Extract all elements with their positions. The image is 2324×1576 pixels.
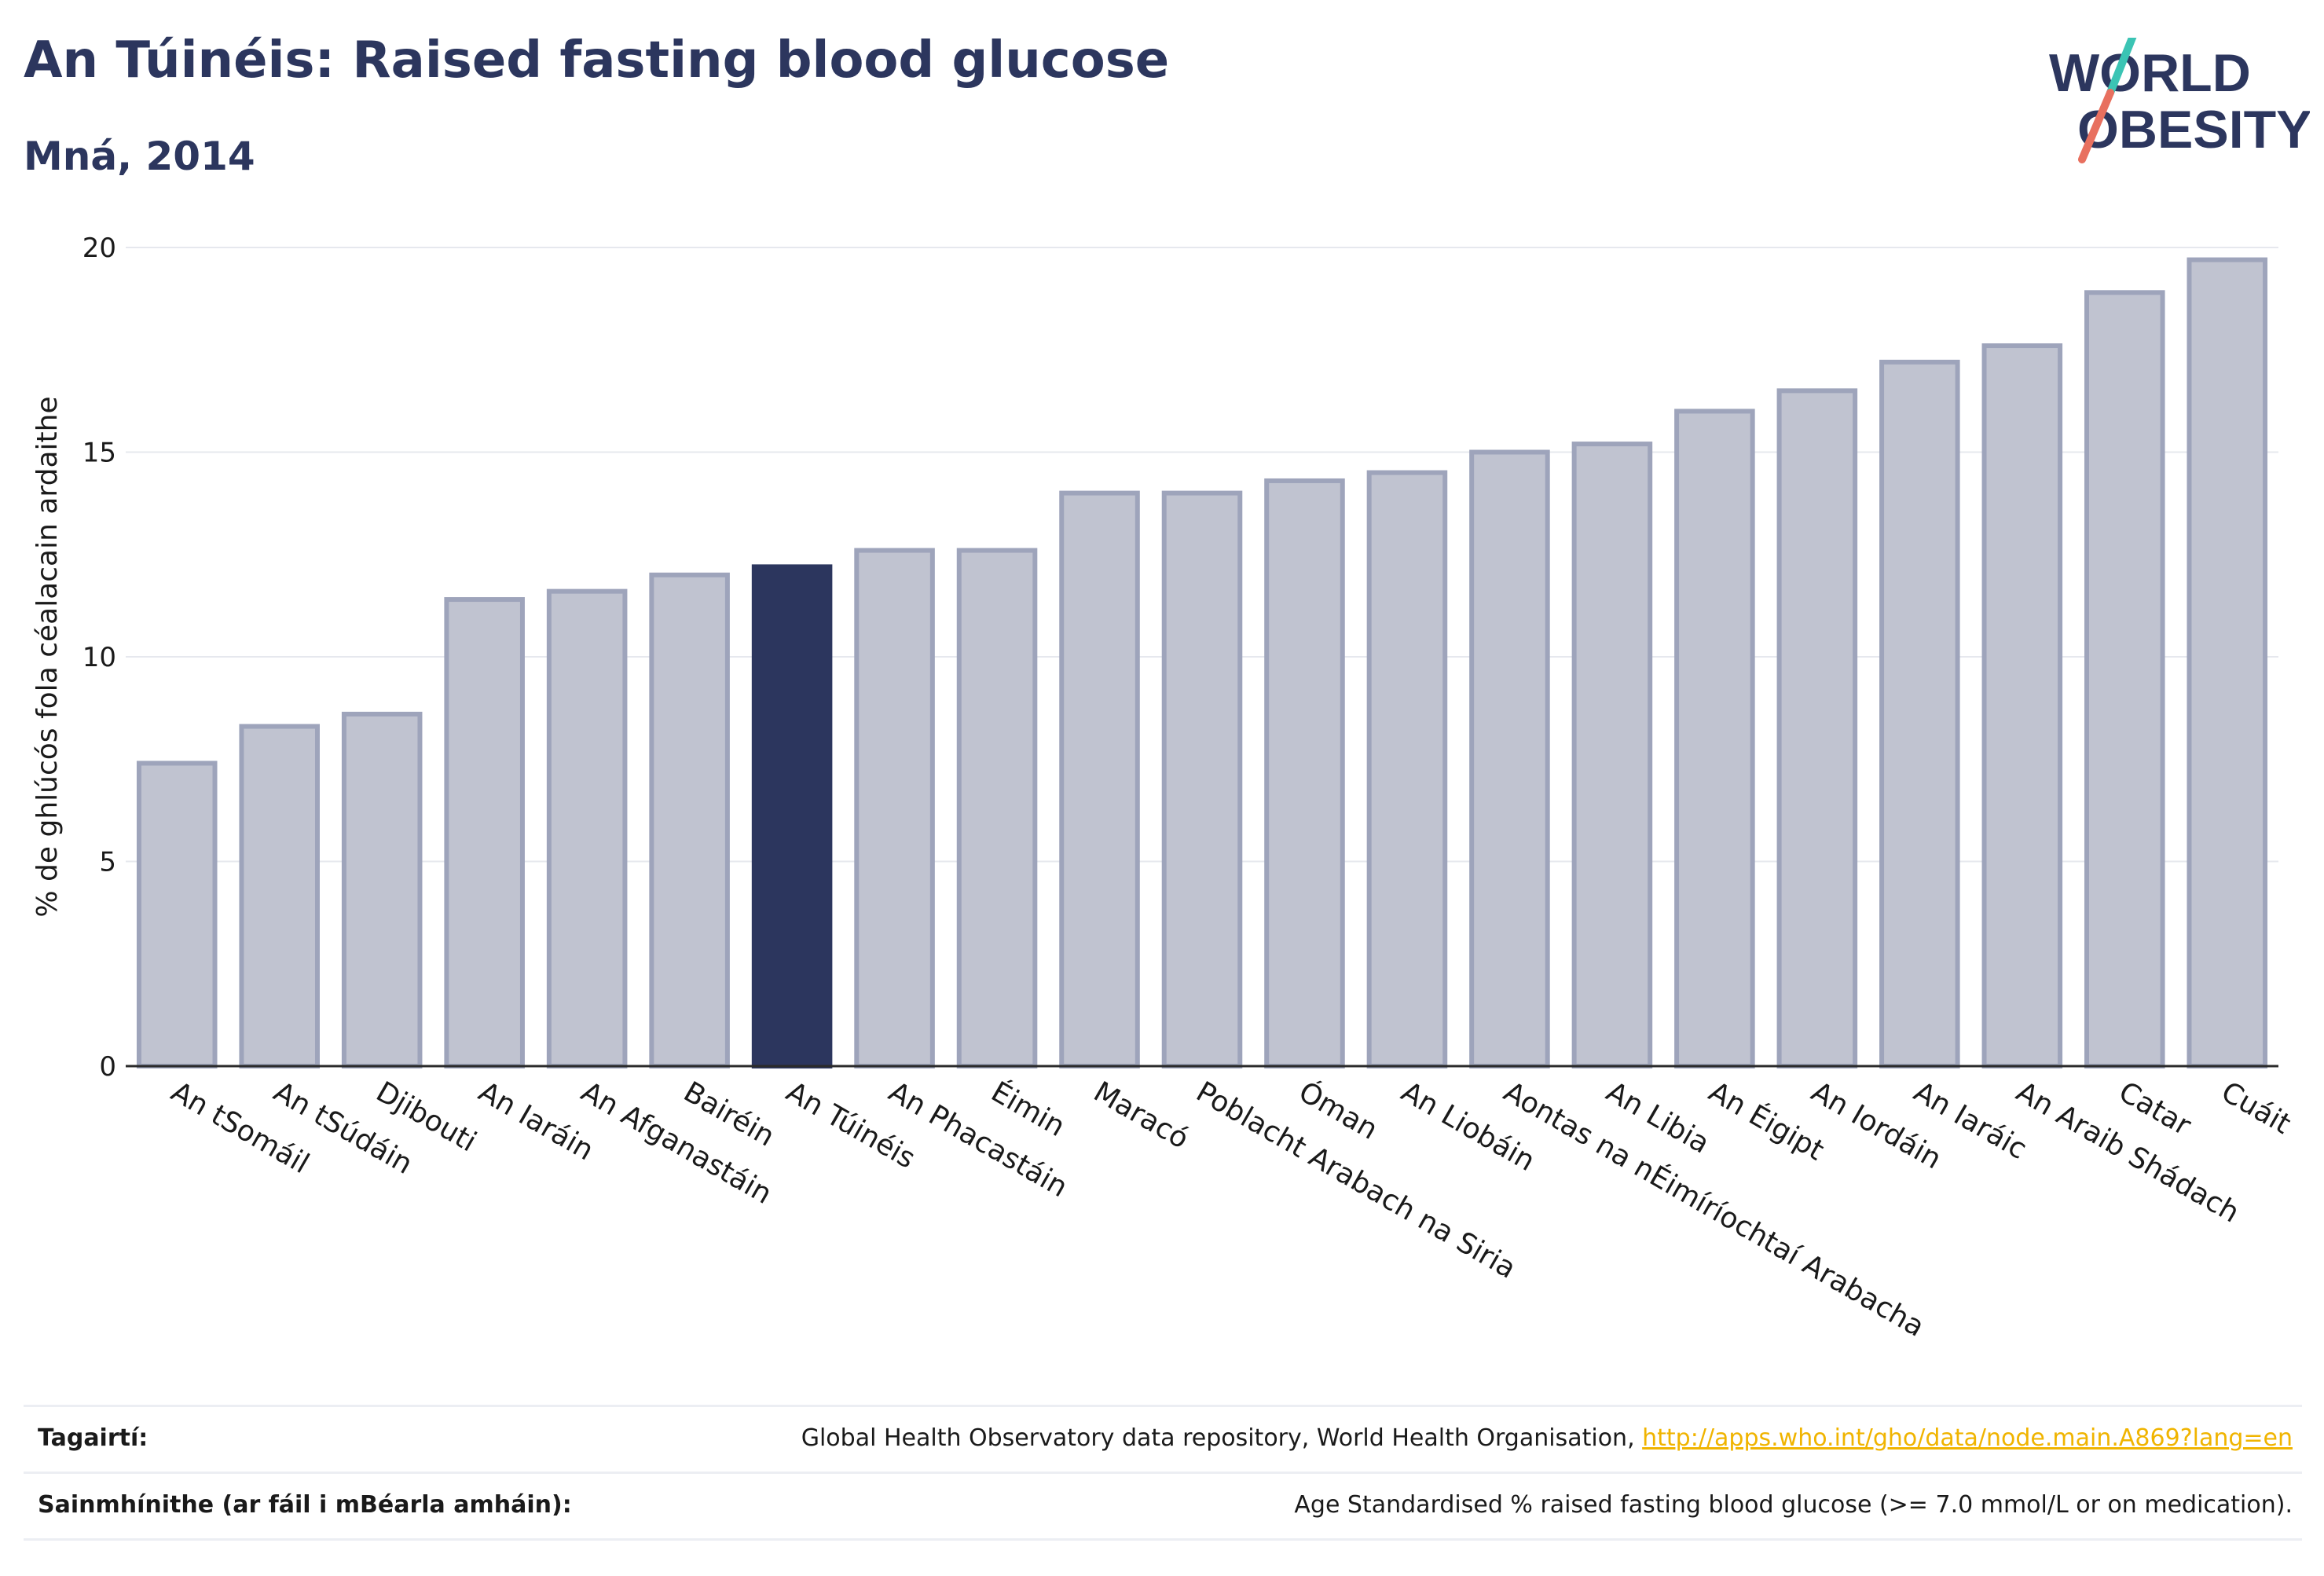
y-tick-label: 20: [82, 233, 116, 264]
bar: [1776, 388, 1858, 1069]
references-value: Global Health Observatory data repositor…: [801, 1424, 2293, 1452]
bar: [239, 724, 320, 1068]
y-tick-label: 10: [82, 642, 116, 673]
y-tick-label: 5: [99, 847, 116, 878]
bar: [1161, 490, 1243, 1068]
bar: [751, 564, 833, 1068]
bar: [1366, 470, 1448, 1068]
chart-subtitle: Mná, 2014: [24, 134, 255, 179]
bar: [546, 588, 628, 1068]
definitions-row: Sainmhínithe (ar fáil i mBéarla amháin):…: [24, 1472, 2302, 1541]
bar: [1059, 490, 1140, 1068]
bar: [2187, 257, 2268, 1068]
x-tick-label: Maracó: [1088, 1076, 1194, 1155]
references-label: Tagairtí:: [38, 1424, 148, 1452]
bar: [1469, 449, 1550, 1068]
y-tick-label: 0: [99, 1051, 116, 1083]
bar: [136, 761, 218, 1069]
bar: [444, 597, 525, 1068]
definitions-value: Age Standardised % raised fasting blood …: [1294, 1491, 2293, 1519]
bar: [1879, 359, 1960, 1068]
bar: [1981, 343, 2063, 1069]
bar: [956, 548, 1038, 1068]
bar: [2084, 290, 2165, 1068]
references-table: Tagairtí: Global Health Observatory data…: [24, 1405, 2302, 1541]
bar: [854, 548, 935, 1068]
references-row: Tagairtí: Global Health Observatory data…: [24, 1405, 2302, 1472]
bar-chart: 0 5 10 15 20 % de ghlúcós fola céalacain arda…: [31, 233, 2296, 1343]
bar: [1674, 409, 1755, 1068]
bar: [649, 572, 730, 1068]
logo-slash-coral: [2078, 89, 2114, 163]
bar: [341, 711, 423, 1068]
logo-slash-teal: [2106, 38, 2137, 97]
chart-title: An Túinéis: Raised fasting blood glucose: [24, 31, 1170, 90]
bar: [1571, 442, 1653, 1068]
references-text: Global Health Observatory data repositor…: [801, 1424, 1643, 1452]
x-tick-label: An Éigipt: [1703, 1075, 1830, 1167]
y-tick-label: 15: [82, 438, 116, 469]
world-obesity-logo: WORLD OBESITY: [2049, 38, 2310, 163]
x-tick-label: Cuáit: [2216, 1076, 2296, 1141]
references-link[interactable]: http://apps.who.int/gho/data/node.main.A…: [1642, 1424, 2293, 1452]
x-tick-label: An Phacastáin: [883, 1076, 1072, 1204]
logo-text-world: WORLD: [2049, 43, 2251, 103]
logo-text-obesity: OBESITY: [2077, 100, 2310, 159]
y-axis-title: % de ghlúcós fola céalacain ardaithe: [31, 396, 64, 917]
x-tick-label: An Iaráin: [473, 1076, 599, 1167]
bar: [1264, 478, 1345, 1068]
definitions-label: Sainmhínithe (ar fáil i mBéarla amháin):: [38, 1491, 572, 1519]
